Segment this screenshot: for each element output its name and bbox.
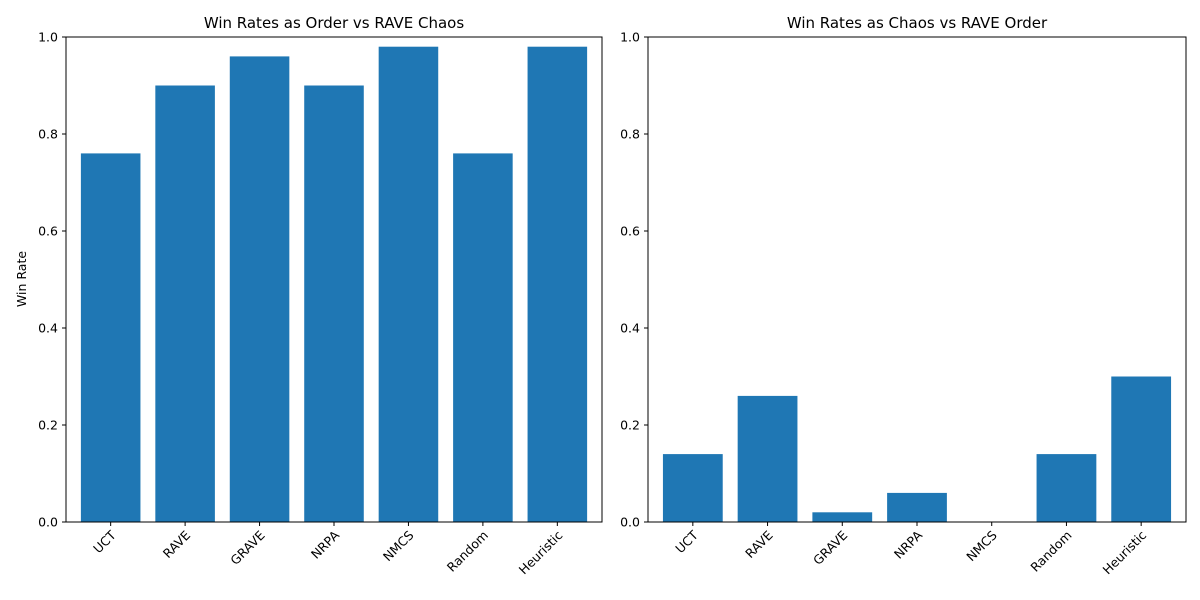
bar-uct: [80, 153, 141, 522]
y-tick-label: 0.8: [620, 127, 640, 142]
y-tick-label: 0.4: [38, 321, 58, 336]
bar-nrpa: [304, 85, 364, 522]
y-tick-label: 0.2: [620, 418, 640, 433]
y-tick-label: 0.0: [620, 515, 640, 530]
chart-title: Win Rates as Chaos vs RAVE Order: [787, 14, 1048, 32]
axes-frame: [647, 36, 1187, 523]
bar-grave: [812, 512, 873, 522]
chart-panel-order: Win Rates as Order vs RAVE Chaos Win Rat…: [14, 14, 603, 577]
bar-uct: [662, 454, 723, 522]
bar-grave: [229, 56, 290, 523]
bar-group: [80, 46, 588, 523]
bar-group: [662, 376, 1172, 522]
bar-rave: [155, 85, 215, 522]
y-tick-label: 1.0: [38, 30, 58, 45]
axes-frame: [65, 36, 603, 523]
y-tick-label: 0.6: [38, 224, 58, 239]
y-tick-label: 0.6: [620, 224, 640, 239]
y-tick-label: 0.2: [38, 418, 58, 433]
y-tick-label: 1.0: [620, 30, 640, 45]
y-axis-label: Win Rate: [14, 251, 29, 307]
y-ticks: 0.0 0.2 0.4 0.6 0.8 1.0: [38, 30, 66, 530]
bar-random: [453, 153, 513, 522]
y-tick-label: 0.0: [38, 515, 58, 530]
bar-nrpa: [887, 492, 947, 522]
y-ticks: 0.0 0.2 0.4 0.6 0.8 1.0: [620, 30, 648, 530]
y-tick-label: 0.8: [38, 127, 58, 142]
y-tick-label: 0.4: [620, 321, 640, 336]
bar-heuristic: [527, 46, 588, 522]
bar-rave: [737, 395, 798, 522]
bar-heuristic: [1111, 376, 1172, 522]
bar-random: [1036, 454, 1097, 522]
chart-title: Win Rates as Order vs RAVE Chaos: [204, 14, 465, 32]
bar-nmcs: [378, 46, 439, 522]
